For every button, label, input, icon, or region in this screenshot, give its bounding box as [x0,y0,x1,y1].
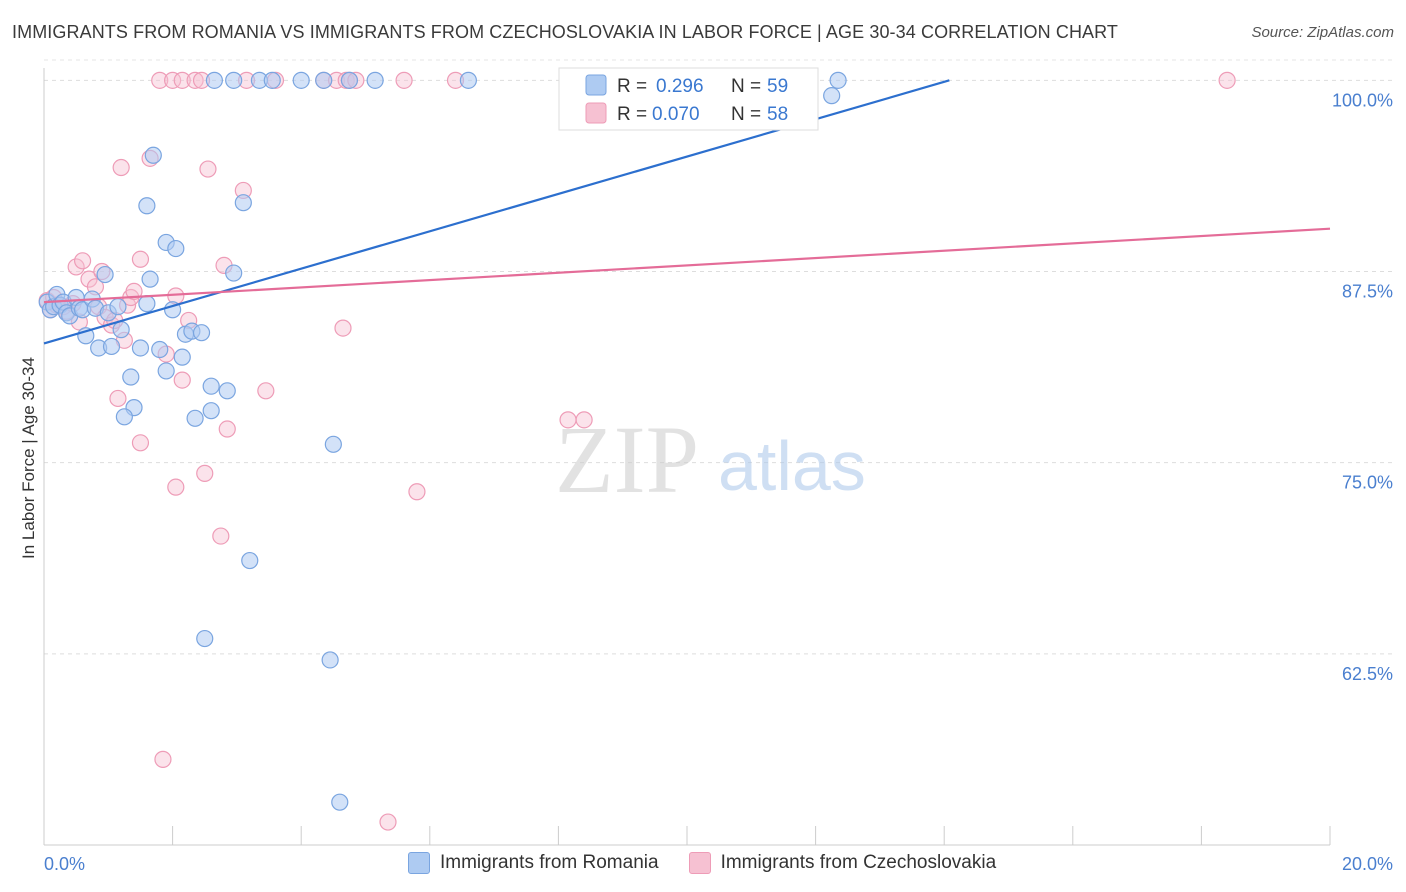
watermark-atlas: atlas [718,427,866,505]
legend-color-romania [408,852,430,874]
legend-r-label-romania: R = [617,76,647,97]
legend-n-value-czechoslovakia: 58 [767,104,788,125]
romania-point-49 [292,71,310,89]
romania-point-28 [151,340,169,359]
czechoslovakia-point-37 [196,464,214,482]
czechoslovakia-point-54 [408,483,426,501]
y-tick-label-2: 87.5% [1342,282,1393,302]
romania-point-33 [173,348,191,366]
legend-swatch-romania [585,74,607,96]
romania-point-38 [202,377,220,395]
czechoslovakia-point-53 [395,71,413,89]
czechoslovakia-point-51 [334,319,352,337]
romania-point-52 [324,435,342,453]
legend-r-value-czechoslovakia: 0.070 [652,104,700,125]
czechoslovakia-point-33 [173,71,191,89]
y-tick-label-0: 62.5% [1342,664,1393,684]
czechoslovakia-point-29 [164,71,182,89]
y-tick-labels: 62.5% 75.0% 87.5% 100.0% [1332,90,1393,683]
romania-point-19 [112,321,130,339]
romania-point-25 [144,146,162,164]
romania-point-57 [823,87,841,105]
legend-color-czechoslovakia [688,852,711,874]
romania-point-54 [340,71,359,89]
romania-point-50 [315,71,333,89]
legend-n-label-czechoslovakia: N = [731,104,761,125]
stats-legend: R = 0.296 N = 59 R = 0.070 N = 58 [558,67,819,131]
czechoslovakia-point-44 [257,382,275,400]
watermark-zip: ZIP [555,406,699,513]
czechoslovakia-point-9 [73,252,92,270]
romania-point-22 [115,408,133,426]
czechoslovakia-point-22 [125,282,143,300]
series-legend: Immigrants from Romania Immigrants from … [408,852,1026,874]
czechoslovakia-point-26 [151,71,169,89]
romania-point-32 [167,239,185,258]
y-tick-label-3: 100.0% [1332,90,1393,110]
chart-title: IMMIGRANTS FROM ROMANIA VS IMMIGRANTS FR… [12,22,1119,42]
czechoslovakia-point-18 [112,158,130,177]
czechoslovakia-point-24 [131,250,150,268]
romania-point-24 [138,295,156,313]
romania-point-58 [829,71,847,89]
legend-r-value-romania: 0.296 [656,76,704,97]
legend-label-romania: Immigrants from Romania [440,852,659,873]
czechoslovakia-point-52 [379,813,397,831]
romania-point-26 [141,270,159,288]
romania-point-39 [202,402,220,420]
romania-point-37 [186,409,204,427]
czechoslovakia-point-31 [167,478,185,496]
czechoslovakia-point-27 [154,750,172,768]
romania-point-53 [331,793,349,811]
y-axis-label: In Labor Force | Age 30-34 [19,357,38,559]
czechoslovakia-trend-line [43,227,1331,304]
romania-point-55 [366,71,384,89]
legend-label-czechoslovakia: Immigrants from Czechoslovakia [720,852,997,873]
czechoslovakia-point-7 [67,258,85,276]
czechoslovakia-point-58 [1218,71,1236,89]
legend-item-czechoslovakia[interactable]: Immigrants from Czechoslovakia [688,852,997,874]
x-tick-label-max: 20.0% [1342,854,1393,874]
romania-point-30 [157,362,175,380]
romania-point-40 [218,382,236,400]
czechoslovakia-point-57 [575,411,593,429]
romania-point-17 [102,337,121,356]
czechoslovakia-point-17 [109,389,127,408]
romania-point-51 [321,651,339,669]
romania-point-48 [263,71,281,89]
legend-n-value-romania: 59 [767,76,788,97]
y-tick-label-1: 75.0% [1342,473,1393,493]
romania-point-15 [96,265,114,284]
legend-swatch-czechoslovakia [585,102,607,124]
czechoslovakia-point-23 [131,434,150,452]
romania-point-46 [225,71,243,89]
romania-point-27 [138,197,156,215]
romania-point-20 [122,368,140,386]
romania-point-36 [192,324,211,342]
romania-point-23 [131,339,150,357]
czechoslovakia-point-35 [186,71,204,89]
x-tick-label-min: 0.0% [44,854,85,874]
legend-n-label-romania: N = [731,76,761,97]
romania-point-56 [459,71,477,89]
legend-item-romania[interactable]: Immigrants from Romania [408,852,659,874]
romania-point-43 [241,551,259,570]
romania-point-45 [205,71,223,89]
legend-r-label-czechoslovakia: R = [617,104,647,125]
romania-point-42 [234,194,252,212]
czechoslovakia-point-39 [212,527,230,545]
czechoslovakia-point-41 [218,420,236,438]
romania-point-44 [196,629,214,648]
czechoslovakia-point-56 [559,411,577,429]
czechoslovakia-point-32 [173,371,191,389]
romania-point-41 [225,264,243,282]
axes [43,68,1331,846]
romania-point-18 [109,298,127,316]
source-credit: Source: ZipAtlas.com [1251,24,1394,41]
czechoslovakia-point-38 [199,160,217,178]
